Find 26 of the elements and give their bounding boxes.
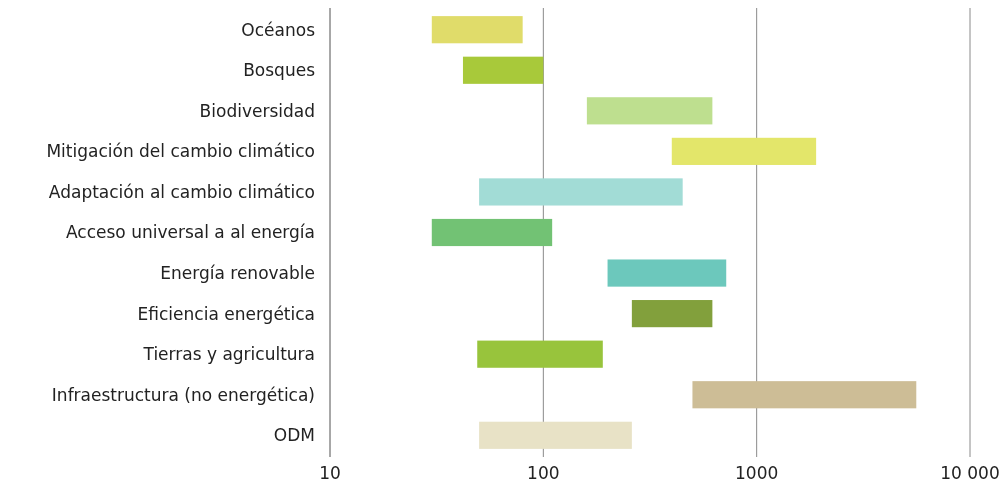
y-tick-label: Mitigación del cambio climático [46, 141, 315, 162]
x-tick-label: 1000 [735, 463, 779, 483]
y-tick-label: ODM [273, 425, 315, 446]
y-tick-label: Bosques [243, 60, 316, 81]
x-tick-label: 10 [319, 463, 341, 483]
y-tick-label: Adaptación al cambio climático [48, 181, 315, 202]
bar [586, 97, 713, 125]
y-tick-label: Biodiversidad [199, 100, 315, 121]
y-tick-label: Eficiencia energética [137, 303, 315, 324]
bar [477, 340, 603, 368]
y-tick-label: Tierras y agricultura [142, 344, 315, 365]
y-tick-label: Acceso universal a al energía [65, 222, 315, 243]
bar [631, 300, 713, 328]
x-tick-label: 100 [527, 463, 560, 483]
bar [431, 218, 553, 247]
bar [479, 421, 632, 449]
bar [607, 259, 727, 287]
bar [431, 16, 523, 44]
x-tick-label: 10 000 [940, 463, 1000, 483]
bar [692, 381, 917, 409]
y-tick-label: Energía renovable [160, 263, 315, 284]
y-tick-label: Océanos [241, 19, 316, 40]
bar [671, 137, 817, 165]
bar [462, 56, 544, 84]
bar [479, 178, 683, 206]
y-tick-label: Infraestructura (no energética) [51, 384, 315, 405]
